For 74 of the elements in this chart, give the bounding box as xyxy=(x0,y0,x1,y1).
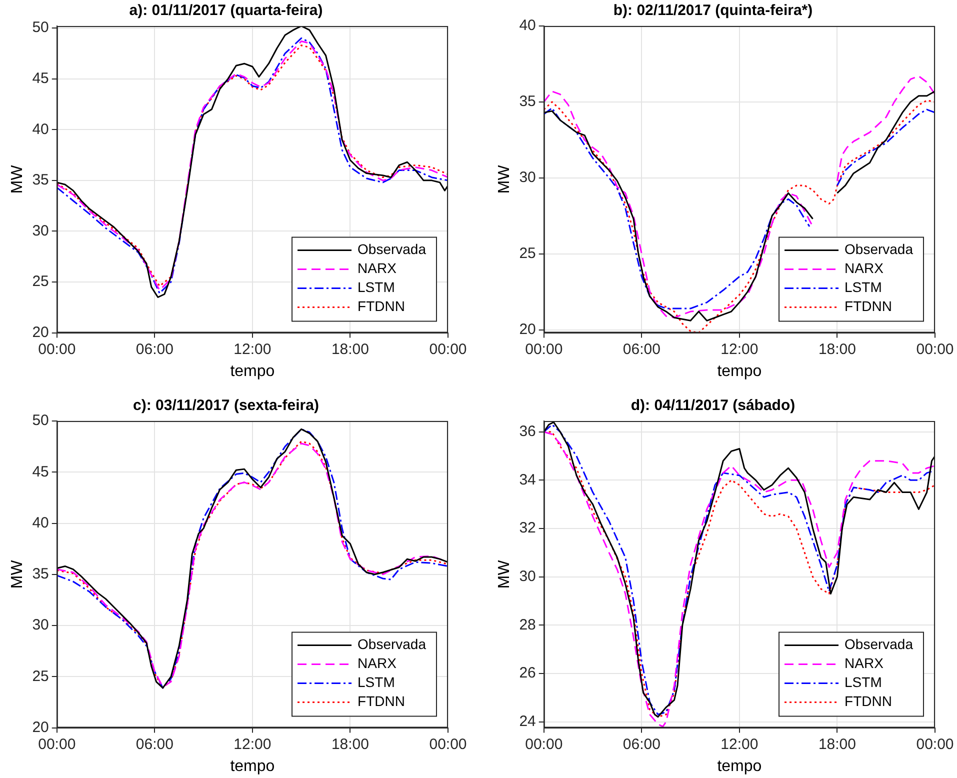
y-tick-label: 20 xyxy=(519,320,536,338)
x-tick-label: 06:00 xyxy=(136,736,174,753)
y-tick-label: 45 xyxy=(32,70,49,87)
legend-label: FTDNN xyxy=(844,298,892,314)
legend-label: FTDNN xyxy=(844,693,892,710)
y-tick-label: 40 xyxy=(519,17,536,34)
y-tick-label: 26 xyxy=(519,664,536,682)
x-tick-label: 00:00 xyxy=(916,340,954,358)
legend-label: NARX xyxy=(844,260,884,276)
y-tick-label: 35 xyxy=(32,566,49,583)
y-axis-title: MW xyxy=(9,559,26,589)
chart-title: b): 02/11/2017 (quinta-feira*) xyxy=(613,2,813,20)
y-tick-label: 25 xyxy=(519,244,536,262)
chart-title: d): 04/11/2017 (sábado) xyxy=(630,397,796,414)
x-tick-label: 18:00 xyxy=(818,340,856,358)
y-tick-label: 25 xyxy=(32,273,49,290)
x-tick-label: 12:00 xyxy=(234,340,272,358)
y-tick-label: 30 xyxy=(32,616,49,634)
x-tick-label: 12:00 xyxy=(720,340,758,358)
y-tick-label: 30 xyxy=(32,222,49,240)
y-tick-label: 50 xyxy=(32,19,49,36)
x-axis-title: tempo xyxy=(230,758,275,775)
legend-label: Observada xyxy=(358,636,426,652)
x-tick-label: 00:00 xyxy=(429,340,467,358)
y-tick-label: 34 xyxy=(519,471,536,488)
y-tick-label: 40 xyxy=(32,120,49,138)
y-tick-label: 45 xyxy=(32,463,49,480)
y-tick-label: 36 xyxy=(519,423,536,440)
x-tick-label: 00:00 xyxy=(916,736,954,753)
y-tick-label: 40 xyxy=(32,514,49,532)
x-tick-label: 00:00 xyxy=(525,736,563,753)
legend-label: Observada xyxy=(358,241,426,258)
legend-label: LSTM xyxy=(844,279,882,296)
y-axis-title: MW xyxy=(9,164,26,194)
y-tick-label: 30 xyxy=(519,568,536,585)
legend-label: LSTM xyxy=(844,674,882,690)
x-tick-label: 00:00 xyxy=(429,736,467,753)
x-tick-label: 18:00 xyxy=(331,340,369,358)
x-tick-label: 00:00 xyxy=(38,340,76,358)
legend-label: FTDNN xyxy=(358,298,405,314)
x-tick-label: 00:00 xyxy=(525,340,563,358)
x-tick-label: 12:00 xyxy=(234,736,272,753)
legend-label: Observada xyxy=(844,241,914,258)
x-tick-label: 00:00 xyxy=(38,736,76,753)
legend-label: NARX xyxy=(358,260,398,276)
x-tick-label: 06:00 xyxy=(622,736,660,753)
y-tick-label: 35 xyxy=(519,93,536,110)
y-tick-label: 30 xyxy=(519,169,536,186)
y-tick-label: 50 xyxy=(32,412,49,430)
legend-label: LSTM xyxy=(358,279,395,296)
x-tick-label: 18:00 xyxy=(331,736,369,753)
legend-label: FTDNN xyxy=(358,693,405,710)
x-tick-label: 06:00 xyxy=(136,340,174,358)
chart-title: c): 03/11/2017 (sexta-feira) xyxy=(133,397,319,414)
x-tick-label: 18:00 xyxy=(818,736,856,753)
legend-label: NARX xyxy=(358,655,398,672)
y-tick-label: 20 xyxy=(32,718,49,736)
legend-label: LSTM xyxy=(358,674,395,690)
x-axis-title: tempo xyxy=(717,362,762,380)
y-tick-label: 20 xyxy=(32,324,49,341)
y-tick-label: 24 xyxy=(519,712,536,730)
legend-label: NARX xyxy=(844,655,884,672)
x-axis-title: tempo xyxy=(230,362,275,380)
x-axis-title: tempo xyxy=(717,758,762,775)
y-tick-label: 28 xyxy=(519,616,536,634)
y-axis-title: MW xyxy=(496,559,514,589)
y-axis-title: MW xyxy=(496,164,514,194)
x-tick-label: 12:00 xyxy=(720,736,758,753)
chart-title: a): 01/11/2017 (quarta-feira) xyxy=(129,2,323,20)
legend-label: Observada xyxy=(844,636,914,652)
x-tick-label: 06:00 xyxy=(622,340,660,358)
y-tick-label: 25 xyxy=(32,668,49,685)
y-tick-label: 35 xyxy=(32,172,49,189)
y-tick-label: 32 xyxy=(519,520,536,537)
